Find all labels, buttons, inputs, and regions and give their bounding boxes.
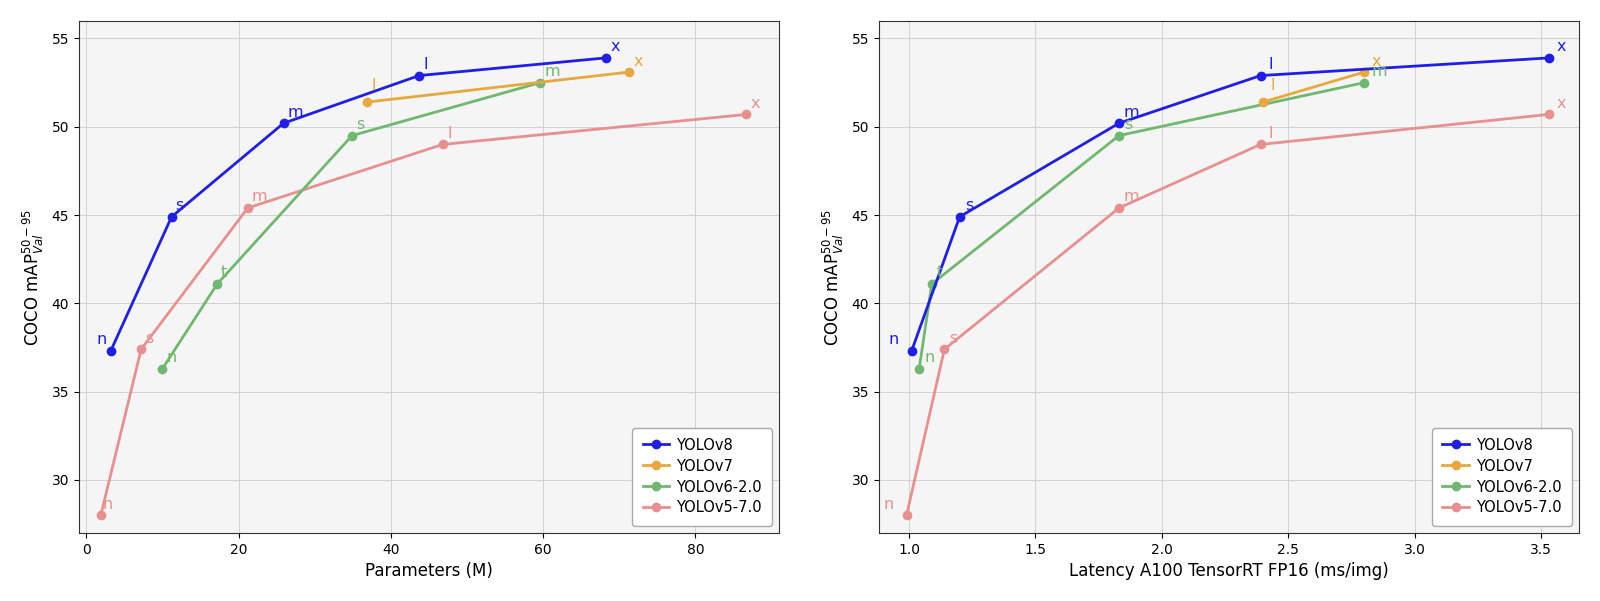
YOLOv5-7.0 bbox=[1251, 141, 1270, 148]
YOLOv7 bbox=[1253, 99, 1272, 106]
YOLOv6-2.0 bbox=[208, 280, 227, 287]
YOLOv5-7.0 bbox=[238, 204, 258, 212]
Text: s: s bbox=[965, 198, 973, 213]
Text: x: x bbox=[750, 96, 760, 111]
Text: m: m bbox=[544, 64, 560, 79]
YOLOv6-2.0 bbox=[1355, 79, 1374, 86]
YOLOv8 bbox=[950, 213, 970, 221]
Line: YOLOv7: YOLOv7 bbox=[363, 68, 634, 106]
YOLOv5-7.0 bbox=[1109, 204, 1128, 212]
YOLOv8 bbox=[410, 72, 429, 79]
Text: x: x bbox=[1371, 53, 1381, 69]
Text: l: l bbox=[371, 78, 376, 93]
Text: n: n bbox=[890, 332, 899, 347]
YOLOv8 bbox=[1109, 120, 1128, 127]
Text: s: s bbox=[949, 331, 958, 346]
Text: l: l bbox=[448, 126, 451, 141]
YOLOv8 bbox=[274, 120, 293, 127]
YOLOv5-7.0 bbox=[738, 111, 757, 118]
YOLOv8 bbox=[162, 213, 181, 221]
YOLOv6-2.0 bbox=[154, 365, 173, 372]
Text: m: m bbox=[1123, 189, 1139, 204]
Text: x: x bbox=[1557, 40, 1566, 54]
YOLOv5-7.0 bbox=[91, 511, 110, 519]
Text: m: m bbox=[1123, 105, 1139, 120]
YOLOv7 bbox=[619, 69, 638, 76]
Text: n: n bbox=[925, 350, 934, 365]
Text: n: n bbox=[98, 332, 107, 347]
Text: l: l bbox=[1269, 126, 1272, 141]
Line: YOLOv8: YOLOv8 bbox=[907, 53, 1554, 355]
Y-axis label: COCO mAP$^{50-95}_{Val}$: COCO mAP$^{50-95}_{Val}$ bbox=[821, 208, 846, 346]
YOLOv7 bbox=[1355, 69, 1374, 76]
Text: n: n bbox=[883, 496, 894, 511]
YOLOv5-7.0 bbox=[434, 141, 453, 148]
YOLOv7 bbox=[358, 99, 378, 106]
Text: l: l bbox=[1269, 57, 1272, 72]
YOLOv6-2.0 bbox=[922, 280, 941, 287]
YOLOv6-2.0 bbox=[1109, 132, 1128, 139]
Line: YOLOv6-2.0: YOLOv6-2.0 bbox=[158, 79, 544, 373]
Text: m: m bbox=[251, 189, 267, 204]
YOLOv8 bbox=[1251, 72, 1270, 79]
YOLOv8 bbox=[1539, 54, 1558, 61]
YOLOv6-2.0 bbox=[909, 365, 928, 372]
Text: l: l bbox=[424, 57, 429, 72]
Text: s: s bbox=[146, 331, 154, 346]
Text: x: x bbox=[610, 40, 619, 54]
Text: t: t bbox=[938, 266, 942, 281]
Text: s: s bbox=[176, 198, 184, 213]
Text: s: s bbox=[355, 117, 365, 132]
YOLOv8 bbox=[595, 54, 614, 61]
YOLOv6-2.0 bbox=[531, 79, 550, 86]
YOLOv5-7.0 bbox=[1539, 111, 1558, 118]
Line: YOLOv5-7.0: YOLOv5-7.0 bbox=[96, 110, 750, 519]
Text: x: x bbox=[634, 53, 643, 69]
Text: s: s bbox=[1123, 117, 1133, 132]
Line: YOLOv5-7.0: YOLOv5-7.0 bbox=[902, 110, 1554, 519]
Y-axis label: COCO mAP$^{50-95}_{Val}$: COCO mAP$^{50-95}_{Val}$ bbox=[21, 208, 46, 346]
Legend: YOLOv8, YOLOv7, YOLOv6-2.0, YOLOv5-7.0: YOLOv8, YOLOv7, YOLOv6-2.0, YOLOv5-7.0 bbox=[1432, 428, 1571, 526]
Text: n: n bbox=[102, 496, 112, 511]
YOLOv5-7.0 bbox=[131, 346, 150, 353]
Line: YOLOv6-2.0: YOLOv6-2.0 bbox=[915, 79, 1368, 373]
X-axis label: Parameters (M): Parameters (M) bbox=[365, 562, 493, 580]
YOLOv5-7.0 bbox=[898, 511, 917, 519]
Text: t: t bbox=[221, 266, 227, 281]
YOLOv6-2.0 bbox=[342, 132, 362, 139]
Text: m: m bbox=[288, 105, 302, 120]
Text: x: x bbox=[1557, 96, 1566, 111]
Line: YOLOv8: YOLOv8 bbox=[107, 53, 610, 355]
Text: l: l bbox=[1270, 78, 1275, 93]
X-axis label: Latency A100 TensorRT FP16 (ms/img): Latency A100 TensorRT FP16 (ms/img) bbox=[1069, 562, 1389, 580]
YOLOv8 bbox=[902, 347, 922, 355]
YOLOv8 bbox=[101, 347, 120, 355]
Text: m: m bbox=[1371, 64, 1387, 79]
Legend: YOLOv8, YOLOv7, YOLOv6-2.0, YOLOv5-7.0: YOLOv8, YOLOv7, YOLOv6-2.0, YOLOv5-7.0 bbox=[632, 428, 771, 526]
YOLOv5-7.0 bbox=[934, 346, 954, 353]
Text: n: n bbox=[166, 350, 176, 365]
Line: YOLOv7: YOLOv7 bbox=[1259, 68, 1368, 106]
